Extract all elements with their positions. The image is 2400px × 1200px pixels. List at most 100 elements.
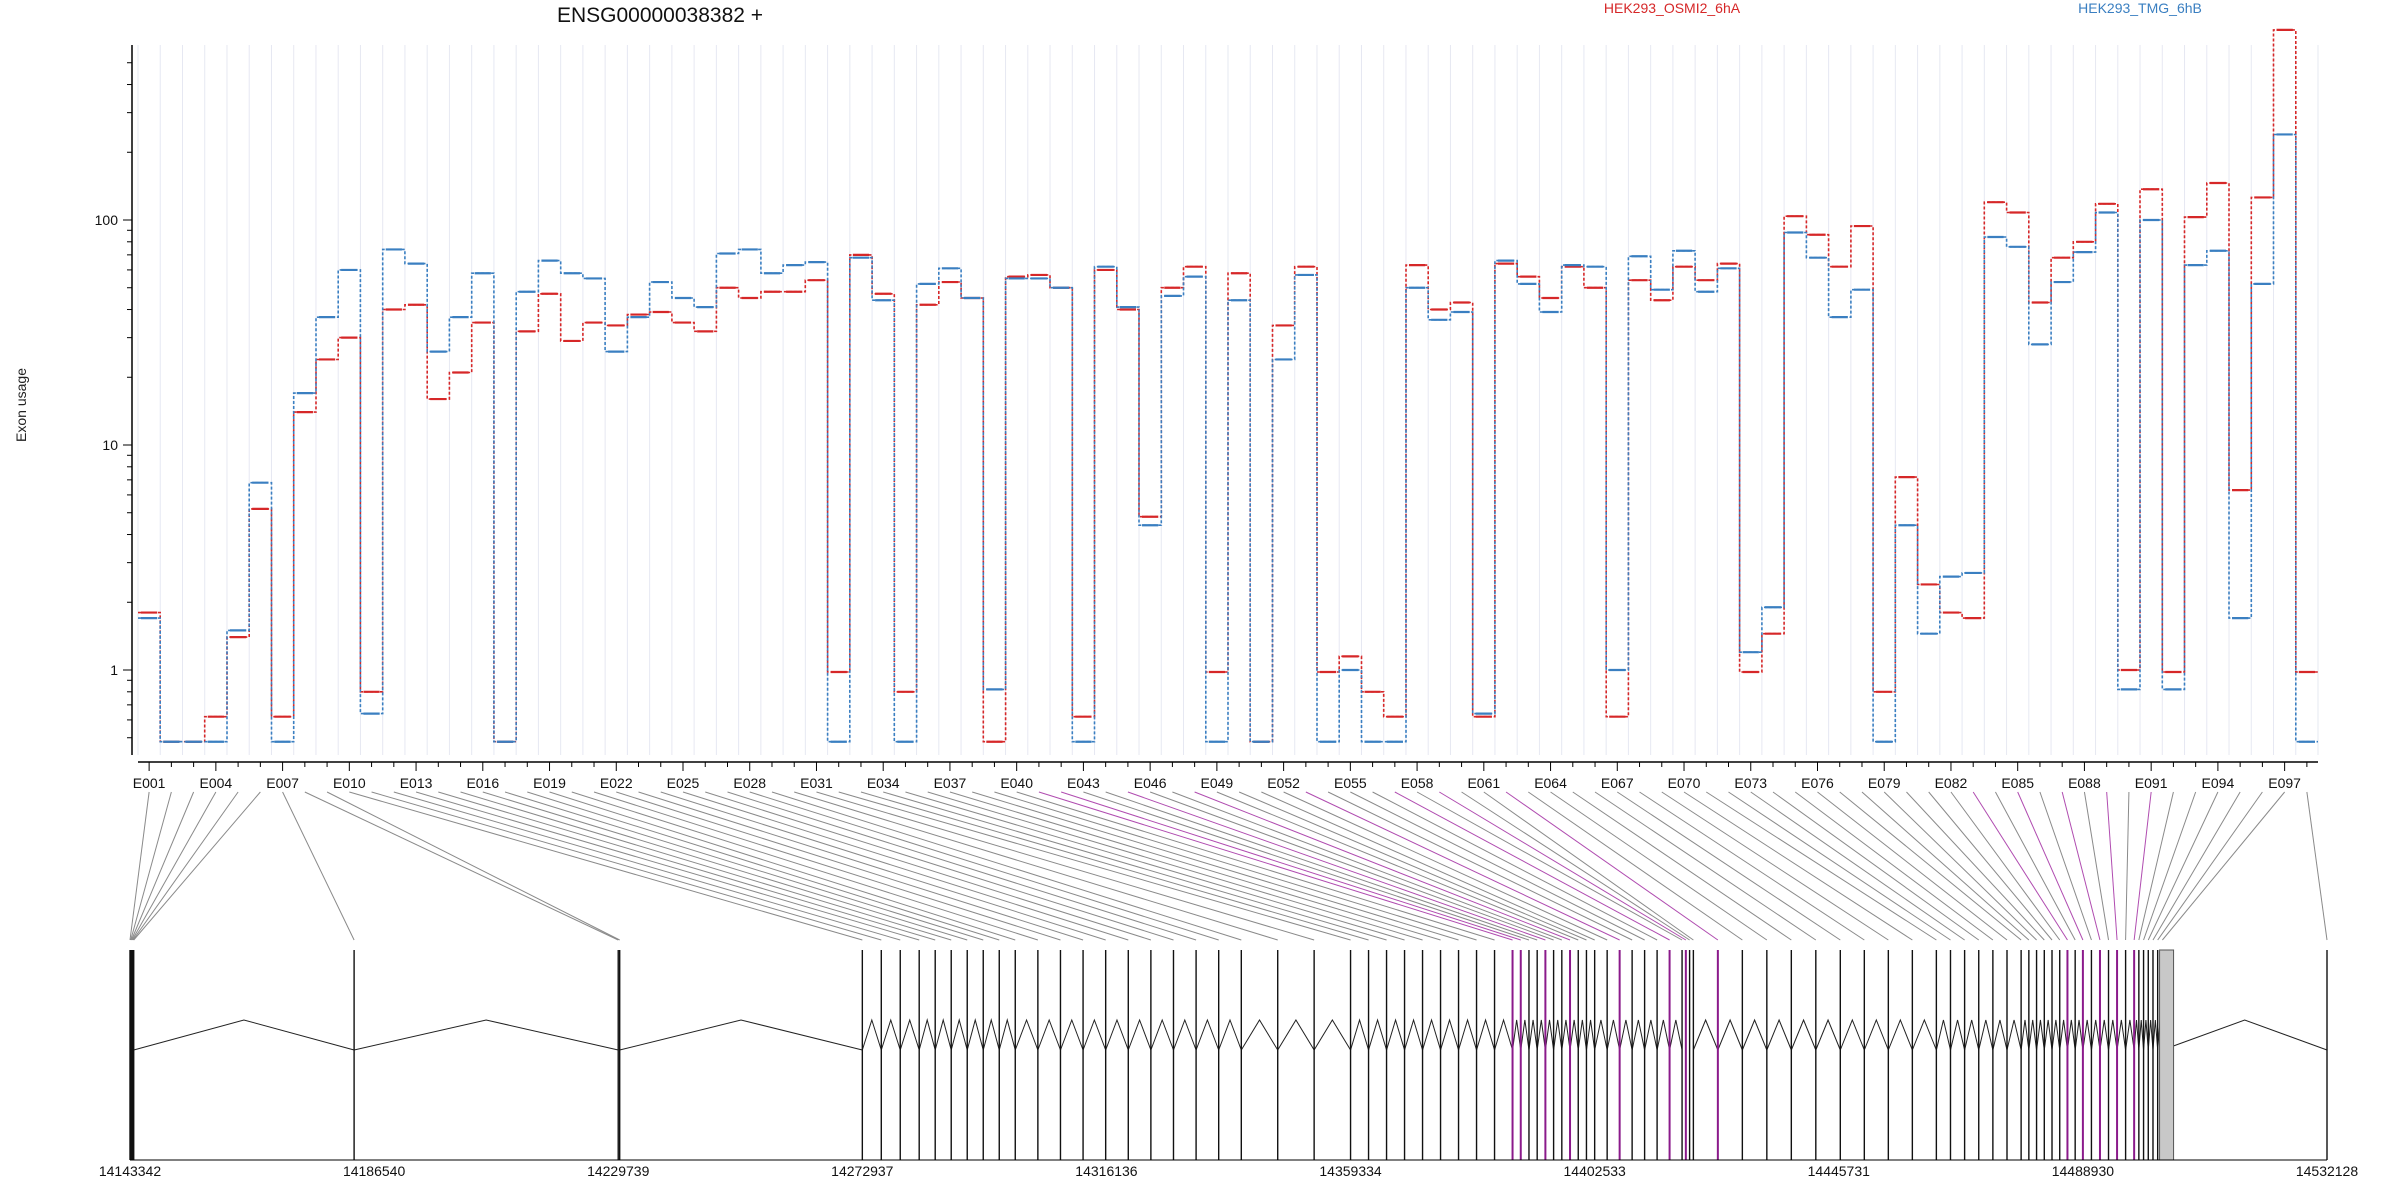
exon-connector (1705, 791, 1937, 941)
exon-connector (794, 791, 1278, 941)
exon-connector (2133, 791, 2152, 941)
intron-connector (1692, 1018, 1719, 1051)
exon-connector (1528, 791, 1743, 941)
exon-connector (1794, 791, 1994, 941)
exon-connector (749, 791, 1219, 941)
intron-connector (1577, 1019, 1587, 1051)
x-tick-label: E097 (2268, 775, 2301, 791)
intron-connector (2147, 1019, 2154, 1051)
intron-connector (2090, 1019, 2101, 1051)
exon-connector (2138, 791, 2174, 941)
exon-connector (682, 791, 1152, 941)
x-tick-label: E022 (600, 775, 633, 791)
intron-connector (1585, 1019, 1596, 1051)
exon-connector (132, 791, 239, 941)
exon-connector (2157, 791, 2263, 941)
intron-connector (1440, 1018, 1460, 1051)
intron-connector (133, 1019, 355, 1051)
intron-connector (1606, 1019, 1621, 1051)
x-tick-label: E058 (1401, 775, 1434, 791)
exon-connector (2125, 791, 2130, 941)
exon-connector (1238, 791, 1587, 941)
exon-connector (304, 791, 619, 941)
intron-connector (2028, 1019, 2038, 1051)
x-tick-label: E052 (1267, 775, 1300, 791)
intron-connector (2143, 1019, 2149, 1051)
genomic-tick-label: 14445731 (1808, 1163, 1871, 1179)
intron-connector (2051, 1019, 2061, 1051)
intron-connector (1619, 1019, 1633, 1051)
exon-connector (2017, 791, 2084, 941)
exon-connector (1750, 791, 1965, 941)
exon-connector (1083, 791, 1530, 941)
intron-connector (1644, 1019, 1658, 1051)
x-tick-label: E034 (867, 775, 900, 791)
exon-connector (1661, 791, 1889, 941)
exon-connector (571, 791, 1039, 941)
exon-connector (282, 791, 355, 941)
exon-connector (1194, 791, 1571, 941)
intron-connector (1950, 1019, 1966, 1051)
exon-connector (1483, 791, 1694, 941)
exon-connector (2106, 791, 2118, 941)
intron-connector (950, 1018, 968, 1051)
exon-connector (1972, 791, 2068, 941)
exon-connector (727, 791, 1197, 941)
exon-connector (1461, 791, 1690, 941)
exon-connector (705, 791, 1174, 941)
exon-connector (415, 791, 920, 941)
genomic-tick-label: 14488930 (2052, 1163, 2115, 1179)
intron-connector (1978, 1019, 1994, 1051)
intron-connector (1368, 1018, 1388, 1051)
exon-connector (438, 791, 936, 941)
exon-connector (1172, 791, 1562, 941)
y-tick-label: 100 (95, 212, 119, 228)
intron-connector (1313, 1019, 1351, 1051)
intron-connector (2020, 1019, 2030, 1051)
exon-connector (1550, 791, 1768, 941)
x-tick-label: E001 (133, 775, 166, 791)
intron-connector (1422, 1018, 1442, 1051)
exon-connector (371, 791, 882, 941)
genomic-tick-label: 14532128 (2296, 1163, 2359, 1179)
intron-connector (2108, 1019, 2118, 1051)
intron-connector (1528, 1019, 1538, 1051)
intron-connector (1494, 1018, 1514, 1051)
intron-connector (1218, 1018, 1242, 1051)
intron-connector (1060, 1018, 1084, 1051)
intron-connector (1173, 1018, 1197, 1051)
intron-connector (2082, 1019, 2092, 1051)
chart-title: ENSG00000038382 + (557, 4, 763, 27)
legend-label-series-1: HEK293_OSMI2_6hA (1604, 0, 1741, 16)
x-tick-label: E004 (200, 775, 233, 791)
intron-connector (1350, 1018, 1370, 1051)
intron-connector (1553, 1019, 1563, 1051)
exon-connector (527, 791, 1000, 941)
exon-connector (1439, 791, 1687, 941)
x-tick-label: E073 (1734, 775, 1767, 791)
intron-connector (918, 1018, 936, 1051)
exon-connector (1149, 791, 1554, 941)
exon-connector (1216, 791, 1579, 941)
exon-connector (504, 791, 984, 941)
x-tick-label: E031 (800, 775, 833, 791)
intron-connector (1594, 1019, 1608, 1051)
exon-connector (1061, 791, 1521, 941)
intron-connector (2043, 1019, 2053, 1051)
exon-connector (1817, 791, 2008, 941)
intron-connector (2066, 1019, 2076, 1051)
gene-model (129, 949, 2328, 1161)
genomic-coordinate-axis: 14143342 14186540 14229739 14272937 14316136… (99, 1159, 2359, 1179)
exon-connector (1861, 791, 2030, 941)
intron-connector (2074, 1019, 2084, 1051)
intron-connector (1240, 1019, 1279, 1051)
exon-connector (2162, 791, 2286, 941)
intron-connector (880, 1018, 901, 1051)
exon-connector (1594, 791, 1817, 941)
intron-connector (2152, 1019, 2159, 1051)
exon-connector (1505, 791, 1719, 941)
genomic-tick-label: 14402533 (1564, 1163, 1627, 1179)
exon-connector (860, 791, 1369, 941)
exon-connector (905, 791, 1405, 941)
genomic-tick-label: 14143342 (99, 1163, 162, 1179)
